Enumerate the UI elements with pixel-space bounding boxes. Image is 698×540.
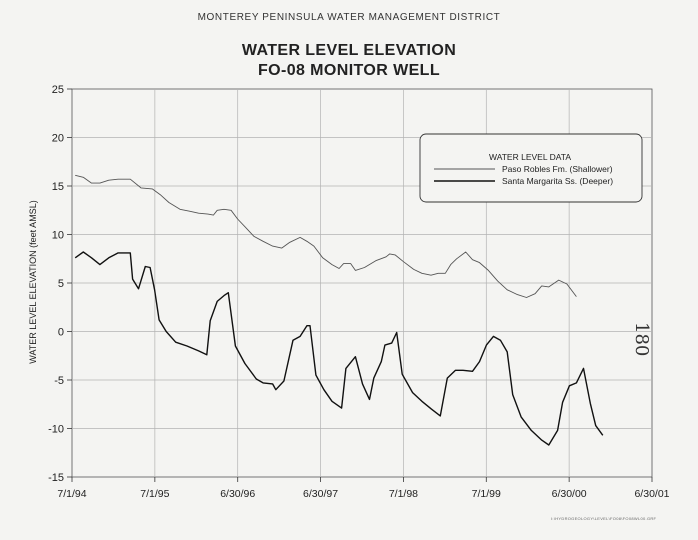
chart-title-line2: FO-08 MONITOR WELL bbox=[257, 62, 440, 79]
x-tick-label: 6/30/01 bbox=[634, 488, 669, 500]
y-tick-label: 15 bbox=[52, 181, 64, 193]
series-line-paso-robles bbox=[75, 174, 577, 298]
y-tick-label: 0 bbox=[58, 327, 64, 339]
organization-name: MONTEREY PENINSULA WATER MANAGEMENT DIST… bbox=[197, 12, 501, 23]
legend-box bbox=[419, 133, 643, 203]
y-tick-label: 10 bbox=[52, 230, 64, 242]
x-tick-label: 6/30/96 bbox=[220, 488, 255, 500]
x-tick-label: 7/1/94 bbox=[57, 488, 86, 500]
chart-lines bbox=[74, 174, 604, 446]
x-tick-label: 6/30/97 bbox=[303, 488, 338, 500]
y-axis-label: WATER LEVEL ELEVATION (feet AMSL) bbox=[28, 200, 38, 363]
y-tick-label: -15 bbox=[48, 472, 64, 484]
legend-label: Santa Margarita Ss. (Deeper) bbox=[502, 176, 613, 186]
series-line-santa-margarita bbox=[74, 251, 604, 446]
y-tick-label: -5 bbox=[54, 375, 64, 387]
chart-title-line1: WATER LEVEL ELEVATION bbox=[241, 42, 457, 59]
x-tick-label: 6/30/00 bbox=[552, 488, 587, 500]
legend-title: WATER LEVEL DATA bbox=[489, 152, 571, 162]
x-tick-label: 7/1/98 bbox=[389, 488, 418, 500]
y-tick-label: 25 bbox=[52, 84, 64, 96]
x-tick-label: 7/1/99 bbox=[472, 488, 501, 500]
file-path-footer: I:\HYDROGEOLOGY\LEVEL\FO08\FO08WL00.GRF bbox=[551, 516, 657, 521]
legend-label: Paso Robles Fm. (Shallower) bbox=[502, 164, 613, 174]
y-tick-label: 5 bbox=[58, 278, 64, 290]
x-tick-label: 7/1/95 bbox=[140, 488, 169, 500]
y-tick-label: 20 bbox=[52, 133, 64, 145]
chart-legend: WATER LEVEL DATA Paso Robles Fm. (Shallow… bbox=[419, 133, 643, 203]
y-tick-label: -10 bbox=[48, 424, 64, 436]
axis-ticks: 25 20 15 10 5 0 -5 -10 -15 7/1/94 7/1/95 6/30/96 6/3… bbox=[48, 84, 670, 500]
